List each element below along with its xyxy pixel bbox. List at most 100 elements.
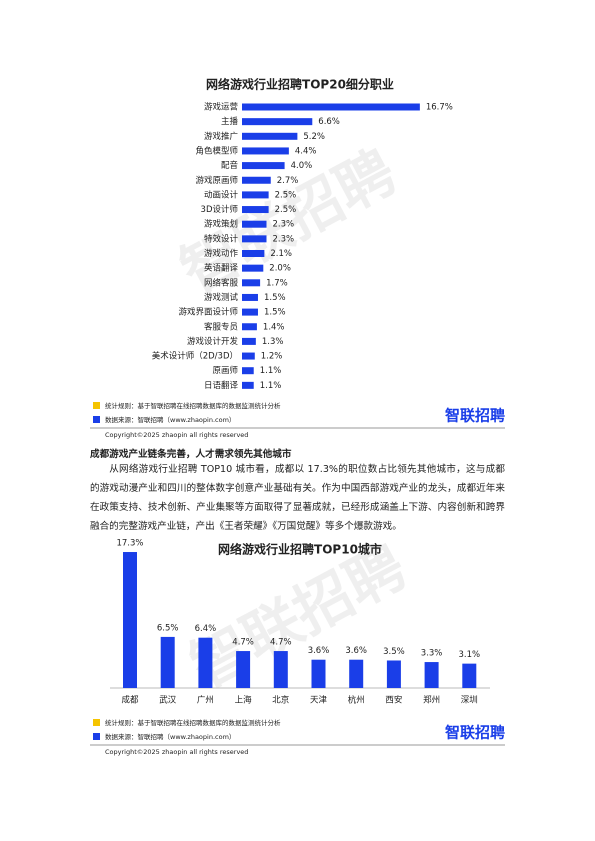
bar: [160, 636, 175, 688]
value-label: 3.1%: [458, 650, 480, 660]
category-label: 英语翻译: [204, 263, 239, 274]
category-label: 3D设计师: [201, 204, 239, 215]
category-label: 杭州: [348, 695, 365, 706]
bar: [242, 206, 269, 214]
legend-swatch: [93, 402, 100, 409]
category-label: 游戏原画师: [195, 175, 238, 186]
section-paragraph: 从网络游戏行业招聘 TOP10 城市看，成都以 17.3%的职位数占比领先其他城…: [90, 464, 505, 532]
value-label: 2.5%: [275, 190, 297, 200]
logo: 智联招聘: [445, 407, 505, 425]
category-label: 成都: [121, 695, 139, 706]
bar: [242, 176, 271, 184]
logo: 智联招聘: [445, 724, 505, 742]
category-label: 主播: [221, 116, 239, 127]
bar: [242, 293, 258, 301]
value-label: 1.4%: [263, 322, 285, 332]
value-label: 3.6%: [308, 646, 330, 656]
category-label: 广州: [197, 695, 214, 706]
bar: [386, 660, 401, 688]
value-label: 6.4%: [195, 624, 217, 634]
bar: [242, 337, 256, 345]
value-label: 4.0%: [291, 161, 313, 171]
watermark: 智联招聘: [180, 532, 417, 701]
category-label: 郑州: [423, 695, 440, 706]
bar: [242, 220, 267, 228]
category-label: 西安: [385, 695, 402, 706]
value-label: 3.6%: [345, 646, 367, 656]
value-label: 2.3%: [272, 220, 294, 230]
footer-rule: 统计规则：基于智联招聘在线招聘数据库的数据监测统计分析: [105, 401, 281, 410]
value-label: 17.3%: [116, 539, 143, 549]
bar: [242, 162, 285, 170]
value-label: 1.1%: [260, 366, 282, 376]
bar: [273, 651, 288, 688]
category-label: 上海: [235, 695, 253, 706]
bar: [424, 662, 439, 688]
bar: [311, 659, 326, 688]
bar: [242, 279, 261, 287]
bar: [242, 103, 420, 111]
category-label: 游戏设计开发: [187, 336, 239, 347]
legend-swatch: [93, 719, 100, 726]
category-label: 深圳: [461, 695, 478, 706]
bar: [198, 637, 213, 688]
category-label: 网络客服: [204, 277, 239, 288]
footer-copyright: Copyright©2025 zhaopin all rights reserv…: [105, 748, 248, 756]
bar: [462, 663, 477, 688]
footer-source: 数据来源：智联招聘（www.zhaopin.com）: [105, 415, 235, 424]
category-label: 游戏测试: [204, 292, 239, 303]
bar: [242, 132, 298, 140]
value-label: 2.5%: [275, 205, 297, 215]
category-label: 游戏动作: [204, 248, 239, 259]
category-label: 游戏策划: [204, 219, 238, 230]
value-label: 2.7%: [277, 176, 299, 186]
footer-source: 数据来源：智联招聘（www.zhaopin.com）: [105, 732, 235, 741]
value-label: 1.5%: [264, 308, 286, 318]
value-label: 5.2%: [303, 132, 325, 142]
chart-title: 网络游戏行业招聘TOP10城市: [218, 542, 382, 557]
bar: [242, 352, 255, 360]
bar: [242, 323, 257, 331]
bar: [123, 552, 137, 688]
category-label: 北京: [272, 695, 289, 706]
value-label: 4.4%: [295, 146, 317, 156]
value-label: 6.5%: [157, 623, 179, 633]
value-label: 1.3%: [262, 337, 284, 347]
category-label: 原画师: [212, 365, 238, 376]
bar: [242, 118, 313, 126]
category-label: 特效设计: [204, 233, 239, 244]
value-label: 16.7%: [426, 103, 453, 113]
category-label: 角色模型师: [195, 145, 238, 156]
footer-copyright: Copyright©2025 zhaopin all rights reserv…: [105, 431, 248, 439]
value-label: 2.1%: [270, 249, 292, 259]
bar: [242, 264, 264, 272]
bar: [236, 651, 251, 688]
value-label: 3.5%: [383, 647, 405, 657]
category-label: 动画设计: [204, 189, 239, 200]
category-label: 天津: [310, 695, 328, 706]
category-label: 游戏界面设计师: [178, 307, 238, 318]
value-label: 1.1%: [260, 381, 282, 391]
value-label: 6.6%: [318, 117, 340, 127]
category-label: 日语翻译: [204, 380, 239, 391]
value-label: 2.0%: [269, 264, 291, 274]
category-label: 游戏运营: [204, 102, 238, 113]
bar: [242, 191, 269, 199]
legend-swatch: [93, 416, 100, 423]
value-label: 4.7%: [270, 638, 292, 648]
legend-swatch: [93, 733, 100, 740]
section-heading: 成都游戏产业链条完善，人才需求领先其他城市: [90, 449, 292, 460]
category-label: 客服专员: [204, 321, 238, 332]
bar: [349, 659, 364, 688]
bar: [242, 381, 254, 389]
bar: [242, 367, 254, 375]
category-label: 武汉: [159, 695, 177, 706]
value-label: 2.3%: [272, 234, 294, 244]
value-label: 1.5%: [264, 293, 286, 303]
footer-rule: 统计规则：基于智联招聘在线招聘数据库的数据监测统计分析: [105, 718, 281, 727]
chart-title: 网络游戏行业招聘TOP20细分职业: [206, 77, 394, 92]
value-label: 4.7%: [232, 638, 254, 648]
bar: [242, 250, 265, 257]
